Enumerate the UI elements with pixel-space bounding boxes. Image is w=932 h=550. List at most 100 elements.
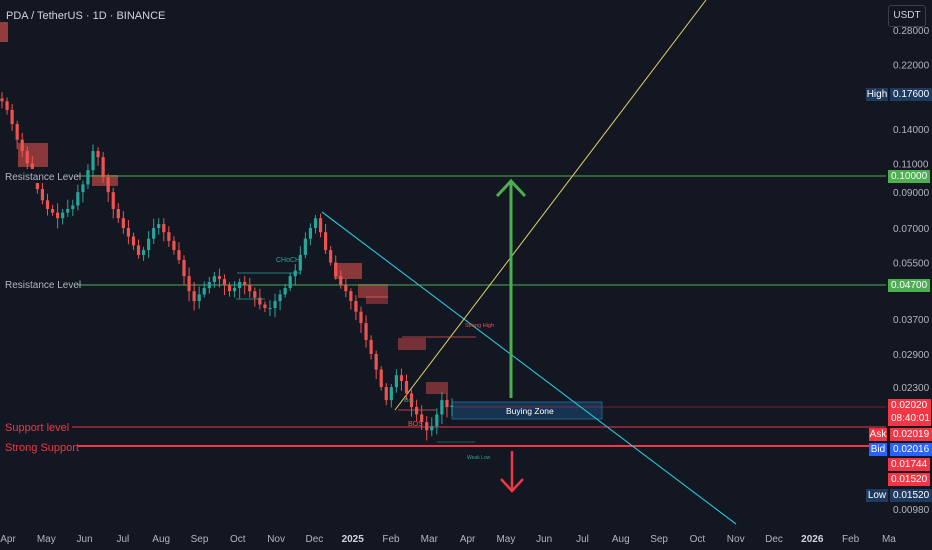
- candle: [369, 335, 373, 360]
- candle: [197, 286, 201, 309]
- candle: [243, 275, 247, 295]
- descending-trendline[interactable]: [321, 211, 737, 525]
- candle: [182, 255, 186, 285]
- candle: [147, 231, 151, 258]
- up-arrow-icon: [495, 178, 527, 398]
- x-tick-13: May: [496, 534, 515, 545]
- candle: [404, 374, 409, 400]
- candle: [409, 389, 414, 417]
- bid-label: Bid: [869, 443, 887, 456]
- x-tick-22: Feb: [842, 534, 860, 545]
- candle: [20, 132, 24, 157]
- candle: [440, 391, 444, 425]
- resistance-lower-tag: 0.04700: [888, 279, 931, 292]
- candle: [40, 181, 45, 205]
- candle: [349, 288, 353, 310]
- ask-value: 0.02019: [890, 428, 932, 441]
- y-tick-0: 0.28000: [893, 26, 930, 37]
- candle: [394, 369, 398, 393]
- candle: [56, 203, 60, 229]
- x-tick-7: Nov: [267, 534, 285, 545]
- low-label: Low: [866, 489, 888, 502]
- candle: [86, 164, 90, 190]
- down-arrow-icon: [500, 451, 524, 493]
- x-tick-23: Ma: [882, 534, 896, 545]
- candle: [172, 236, 176, 255]
- choch-label: CHoCH: [276, 257, 300, 264]
- x-tick-4: Aug: [152, 534, 170, 545]
- candle: [308, 223, 313, 246]
- currency-button[interactable]: USDT: [888, 5, 926, 27]
- candle: [212, 271, 216, 288]
- candles: [0, 92, 454, 441]
- candle: [374, 350, 378, 380]
- candle: [359, 306, 363, 333]
- candle: [76, 184, 80, 211]
- structure-lines: [236, 272, 476, 443]
- x-tick-10: Feb: [382, 534, 400, 545]
- candle: [293, 264, 297, 286]
- time-axis[interactable]: [0, 530, 932, 550]
- candle: [177, 242, 181, 264]
- candle: [334, 255, 338, 280]
- candle: [313, 214, 318, 234]
- ascending-trendline[interactable]: [394, 0, 707, 411]
- candle: [273, 293, 277, 318]
- x-tick-11: Mar: [421, 534, 439, 545]
- candle: [202, 281, 206, 298]
- y-tick-2: 0.14000: [893, 125, 930, 136]
- candle: [222, 274, 227, 296]
- y-tick-8: 0.02900: [893, 350, 930, 361]
- candle: [50, 204, 55, 216]
- candle: [278, 289, 282, 311]
- y-tick-7: 0.03700: [893, 315, 930, 326]
- candle: [106, 173, 110, 202]
- candle: [136, 239, 141, 259]
- candle: [303, 232, 307, 259]
- candle: [227, 282, 232, 297]
- candle: [344, 278, 348, 298]
- level-2-tag: 0.01520: [888, 473, 931, 486]
- candle: [25, 146, 29, 173]
- candle: [364, 315, 368, 348]
- candle: [238, 278, 242, 299]
- candle: [91, 144, 95, 176]
- x-tick-2: Jun: [77, 534, 93, 545]
- candle: [61, 208, 65, 225]
- candle: [5, 97, 9, 115]
- x-tick-17: Sep: [650, 534, 668, 545]
- high-value: 0.17600: [890, 88, 932, 101]
- x-tick-9: 2025: [342, 534, 365, 545]
- x-tick-21: 2026: [801, 534, 824, 545]
- candle: [329, 246, 333, 266]
- x-tick-18: Oct: [690, 534, 706, 545]
- resistance-upper-tag: 0.10000: [888, 170, 931, 183]
- candle: [152, 218, 156, 244]
- candle: [379, 366, 383, 391]
- candle: [45, 193, 50, 216]
- candle: [354, 295, 358, 321]
- y-tick-9: 0.02300: [893, 383, 930, 394]
- candle: [157, 218, 161, 235]
- x-tick-19: Nov: [727, 534, 745, 545]
- candle: [0, 92, 4, 109]
- candle: [71, 199, 75, 216]
- candle: [323, 223, 328, 254]
- last-price-value: 0.02020: [891, 400, 928, 411]
- candle: [167, 226, 171, 248]
- candle: [268, 300, 272, 317]
- weak-low-label: Weak Low: [467, 455, 491, 461]
- y-tick-6: 0.05500: [893, 259, 930, 270]
- candle: [253, 287, 257, 307]
- candle: [318, 213, 323, 238]
- candle: [232, 281, 237, 298]
- x-tick-3: Jul: [117, 534, 130, 545]
- bid-value: 0.02016: [890, 443, 932, 456]
- x-tick-20: Dec: [765, 534, 783, 545]
- candle: [141, 246, 146, 261]
- candle: [96, 147, 100, 166]
- resistance-label-upper: Resistance Level: [5, 172, 81, 183]
- y-tick-5: 0.07000: [893, 224, 930, 235]
- candle: [420, 405, 424, 431]
